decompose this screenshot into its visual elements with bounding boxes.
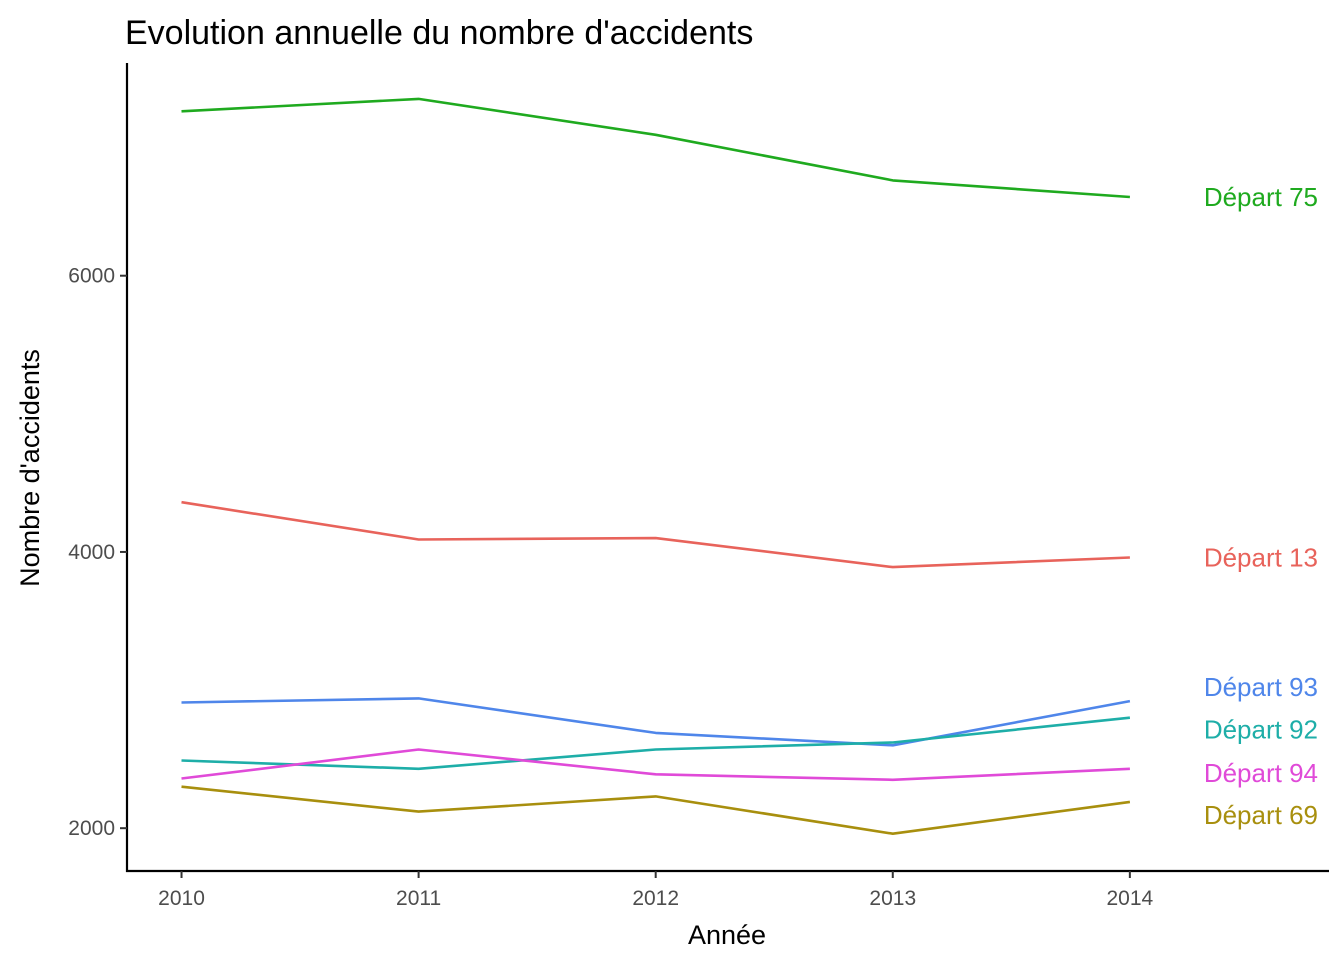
series-label: Départ 75 — [1204, 182, 1318, 212]
y-tick-label: 4000 — [68, 541, 115, 564]
x-tick-label: 2010 — [158, 887, 205, 910]
x-tick-label: 2011 — [396, 887, 441, 910]
series-label: Départ 92 — [1204, 715, 1318, 745]
series-labels: Départ 75 Départ 13 Départ 93 Départ 92 Dépa… — [1204, 182, 1318, 830]
plot-area: Départ 75 Départ 13 Départ 93 Départ 92 Dépa… — [181, 97, 1318, 836]
series-label: Départ 93 — [1204, 672, 1318, 702]
series-line — [181, 748, 1130, 782]
series-line — [181, 785, 1131, 836]
y-tick-label: 2000 — [68, 817, 115, 840]
y-tick-label: 6000 — [68, 265, 115, 288]
x-axis-ticks: 2010 2011 2012 2013 2014 — [158, 871, 1154, 910]
x-axis-title: Année — [688, 920, 766, 950]
series-line — [181, 500, 1130, 569]
series-line — [181, 97, 1130, 199]
series-lines — [181, 97, 1131, 836]
y-axis-ticks: 2000 4000 6000 — [68, 265, 127, 840]
x-tick-label: 2014 — [1106, 887, 1153, 910]
chart-title: Evolution annuelle du nombre d'accidents — [125, 14, 753, 52]
x-tick-label: 2012 — [632, 887, 679, 910]
series-line — [181, 716, 1131, 771]
series-label: Départ 94 — [1204, 758, 1318, 788]
series-line — [181, 697, 1131, 747]
series-label: Départ 69 — [1204, 800, 1318, 830]
series-label: Départ 13 — [1204, 542, 1318, 572]
x-tick-label: 2013 — [869, 887, 916, 910]
y-axis-title: Nombre d'accidents — [15, 349, 45, 587]
